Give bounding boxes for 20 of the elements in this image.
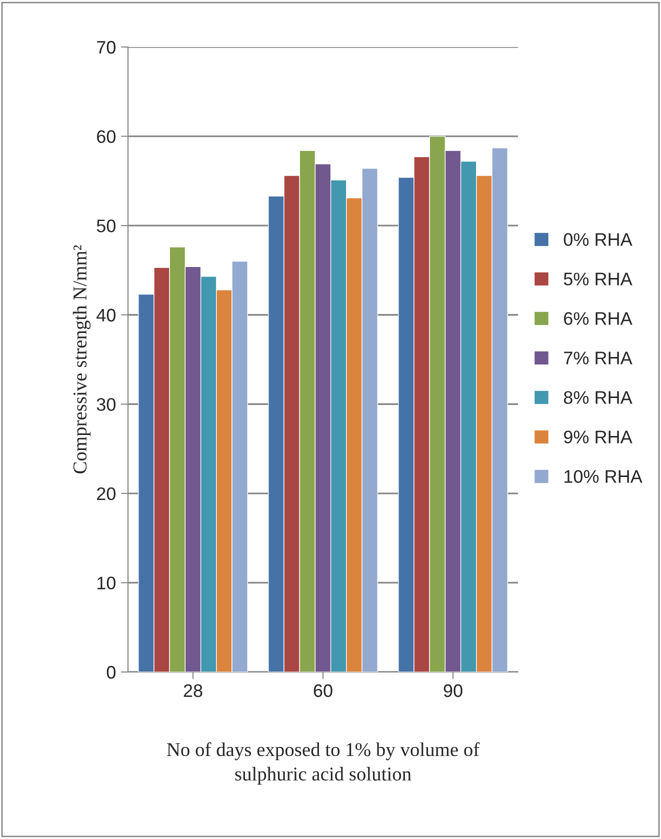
- y-tick-label: 0: [106, 666, 116, 679]
- y-tick-label: 70: [97, 40, 116, 54]
- x-tick-label: 28: [184, 684, 202, 698]
- x-axis-title: No of days exposed to 1% by volume of sulphuric acid solution: [166, 742, 480, 785]
- y-axis-title: Compressive strength N/mm²: [72, 245, 91, 474]
- y-tick-label: 40: [96, 308, 116, 322]
- legend-label: 6% RHA: [564, 312, 632, 325]
- legend-label: 0% RHA: [564, 233, 632, 246]
- legend-label: 10% RHA: [564, 470, 642, 483]
- x-tick-label: 60: [314, 684, 332, 698]
- y-tick-label: 30: [96, 398, 116, 411]
- y-tick-label: 60: [97, 130, 116, 144]
- legend-label: 5% RHA: [564, 272, 632, 286]
- y-tick-label: 10: [97, 576, 116, 590]
- legend-label: 8% RHA: [564, 391, 632, 404]
- y-tick-label: 50: [96, 220, 116, 232]
- y-tick-label: 20: [97, 487, 116, 500]
- x-tick-label: 90: [444, 684, 462, 698]
- legend-label: 7% RHA: [564, 352, 632, 364]
- legend-label: 9% RHA: [564, 430, 632, 444]
